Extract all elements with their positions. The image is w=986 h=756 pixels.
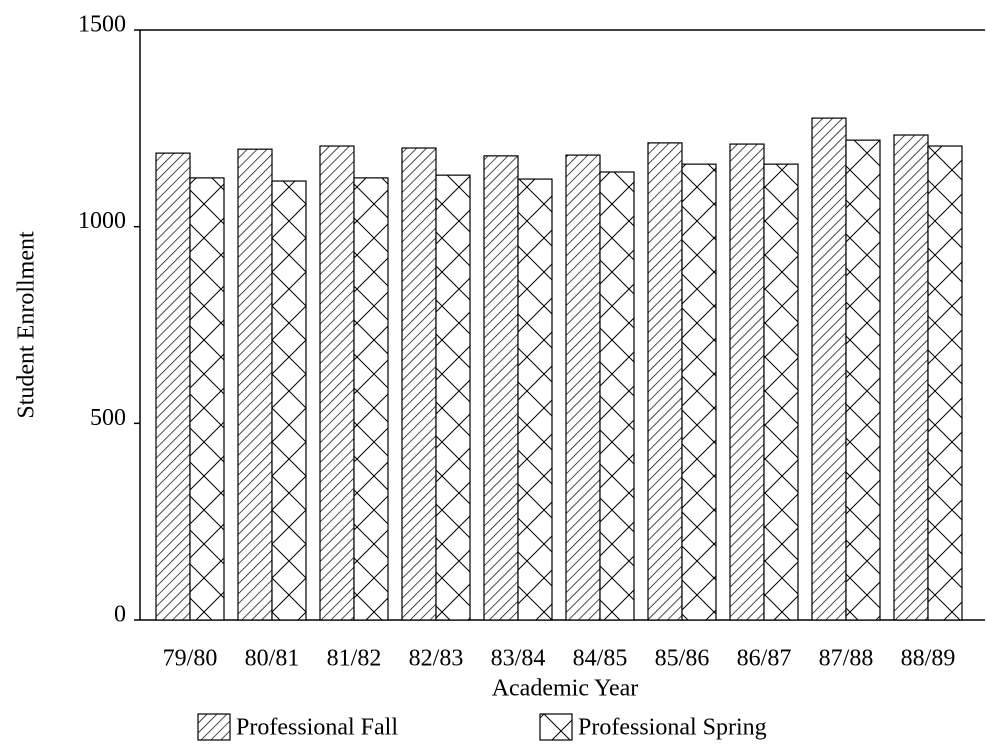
y-tick-label: 500 [90, 405, 126, 431]
y-axis-label: Student Enrollment [14, 231, 40, 419]
bar [517, 178, 553, 621]
bar [845, 139, 881, 621]
bar [155, 152, 191, 621]
bar [893, 134, 929, 621]
bar [189, 177, 225, 621]
x-tick-label: 86/87 [737, 646, 792, 672]
bar [565, 154, 601, 621]
y-tick-label: 0 [114, 602, 126, 628]
bar [811, 117, 847, 621]
bar [681, 163, 717, 621]
bar [483, 155, 519, 621]
legend-label: Professional Spring [578, 715, 767, 741]
legend-label: Professional Fall [236, 715, 398, 741]
bar [599, 171, 635, 621]
x-tick-label: 80/81 [245, 646, 300, 672]
x-tick-label: 79/80 [163, 646, 218, 672]
x-tick-label: 83/84 [491, 646, 546, 672]
y-tick-label: 1000 [78, 208, 126, 234]
x-tick-label: 87/88 [819, 646, 874, 672]
bar [729, 143, 765, 621]
bar [401, 147, 437, 621]
bar [927, 145, 963, 621]
x-tick-label: 84/85 [573, 646, 628, 672]
legend-swatch [197, 713, 231, 741]
bar [435, 174, 471, 621]
y-tick-label: 1500 [78, 12, 126, 38]
x-tick-label: 81/82 [327, 646, 382, 672]
x-tick-label: 82/83 [409, 646, 464, 672]
bar [353, 177, 389, 621]
x-tick-label: 85/86 [655, 646, 710, 672]
bar [271, 180, 307, 621]
x-tick-label: 88/89 [901, 646, 956, 672]
bar [319, 145, 355, 621]
bar [647, 142, 683, 621]
legend-swatch [539, 713, 573, 741]
bar [763, 163, 799, 621]
bar [237, 148, 273, 621]
x-axis-label: Academic Year [492, 676, 639, 702]
